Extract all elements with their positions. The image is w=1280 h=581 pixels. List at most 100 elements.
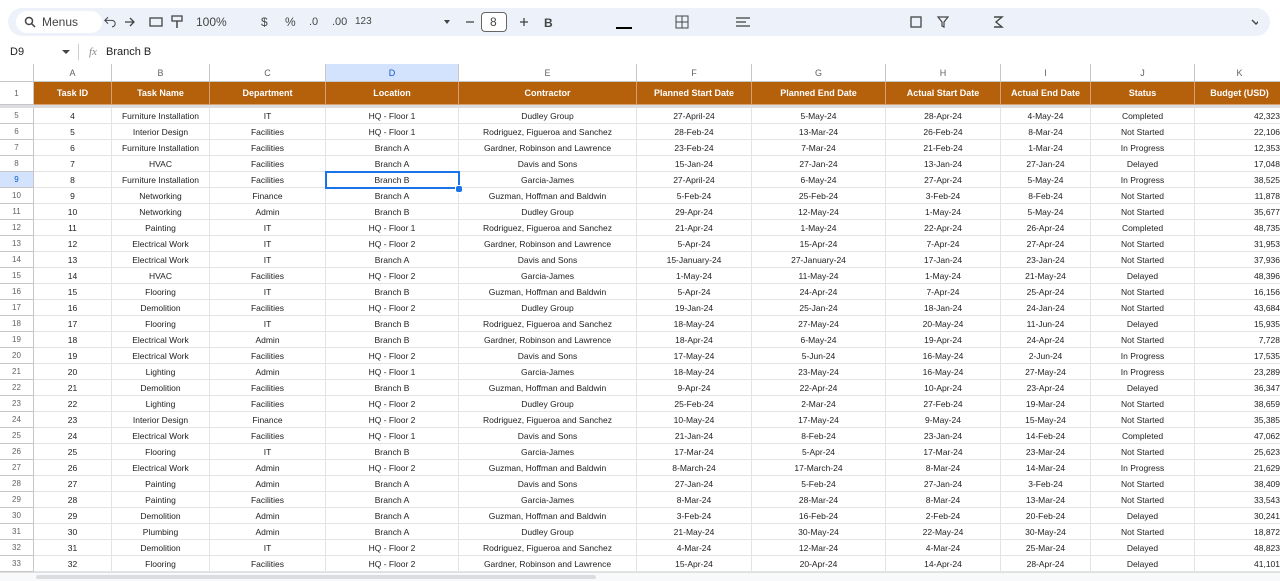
cell[interactable]: 42,323	[1195, 108, 1280, 124]
cell[interactable]: Rodriguez, Figueroa and Sanchez	[459, 220, 637, 236]
cell[interactable]: 16-May-24	[886, 364, 1001, 380]
cell[interactable]: 4-Mar-24	[886, 540, 1001, 556]
cell[interactable]: 17-March-24	[752, 460, 886, 476]
cell[interactable]: 24	[34, 428, 112, 444]
cell[interactable]: 23-May-24	[752, 364, 886, 380]
cell[interactable]: Garcia-James	[459, 492, 637, 508]
cell[interactable]: IT	[210, 284, 326, 300]
cell[interactable]: 28-Apr-24	[886, 108, 1001, 124]
cell[interactable]: Branch B	[326, 332, 459, 348]
percent-button[interactable]: %	[285, 15, 296, 29]
cell[interactable]: Facilities	[210, 428, 326, 444]
cell[interactable]: Garcia-James	[459, 172, 637, 188]
cell[interactable]: HQ - Floor 2	[326, 460, 459, 476]
cell[interactable]: Rodriguez, Figueroa and Sanchez	[459, 412, 637, 428]
cell[interactable]: 15-Jan-24	[637, 156, 752, 172]
cell-reference[interactable]: D9	[10, 46, 25, 58]
cell[interactable]: IT	[210, 236, 326, 252]
cell[interactable]: 7,728	[1195, 332, 1280, 348]
cell[interactable]: 30	[34, 524, 112, 540]
cell[interactable]: 15-Apr-24	[752, 236, 886, 252]
cell[interactable]: Branch B	[326, 316, 459, 332]
cell[interactable]: 17	[34, 316, 112, 332]
cell[interactable]: 6-May-24	[752, 172, 886, 188]
cell[interactable]: Branch A	[326, 252, 459, 268]
increase-decimal-button[interactable]: .00	[332, 16, 348, 28]
cell[interactable]: In Progress	[1091, 460, 1195, 476]
row-number[interactable]: 13	[0, 236, 34, 252]
cell[interactable]: 26-Feb-24	[886, 124, 1001, 140]
cell[interactable]: IT	[210, 220, 326, 236]
cell[interactable]: 20-Apr-24	[752, 556, 886, 572]
cell[interactable]: Delayed	[1091, 556, 1195, 572]
cell[interactable]: Not Started	[1091, 492, 1195, 508]
cell[interactable]: Not Started	[1091, 396, 1195, 412]
cell[interactable]: 26-Apr-24	[1001, 220, 1091, 236]
cell[interactable]: 23-Jan-24	[886, 428, 1001, 444]
cell[interactable]: Dudley Group	[459, 396, 637, 412]
cell[interactable]: 13	[34, 252, 112, 268]
row-number[interactable]: 27	[0, 460, 34, 476]
cell[interactable]: 22,106	[1195, 124, 1280, 140]
cell[interactable]: Electrical Work	[112, 236, 210, 252]
cell[interactable]: 7	[34, 156, 112, 172]
header-cell[interactable]: Status	[1091, 82, 1195, 105]
row-number[interactable]: 6	[0, 124, 34, 140]
cell[interactable]: 5-Apr-24	[637, 284, 752, 300]
cell[interactable]: 38,659	[1195, 396, 1280, 412]
cell[interactable]: 29-Apr-24	[637, 204, 752, 220]
cell[interactable]: 13-Mar-24	[752, 124, 886, 140]
cell[interactable]: 5-Apr-24	[752, 444, 886, 460]
cell[interactable]: Networking	[112, 188, 210, 204]
cell[interactable]: 12-May-24	[752, 204, 886, 220]
cell[interactable]: 5-Feb-24	[637, 188, 752, 204]
cell[interactable]: 19-Mar-24	[1001, 396, 1091, 412]
cell[interactable]: HVAC	[112, 268, 210, 284]
cell[interactable]: 5-May-24	[752, 108, 886, 124]
cell[interactable]: 4-Mar-24	[637, 540, 752, 556]
cell[interactable]: 23,289	[1195, 364, 1280, 380]
row-number[interactable]: 14	[0, 252, 34, 268]
cell[interactable]: 28-Mar-24	[752, 492, 886, 508]
cell[interactable]: Painting	[112, 220, 210, 236]
cell[interactable]: 3-Feb-24	[637, 508, 752, 524]
cell[interactable]: 1-May-24	[886, 268, 1001, 284]
cell[interactable]: 8	[34, 172, 112, 188]
cell[interactable]: Davis and Sons	[459, 476, 637, 492]
cell[interactable]: HQ - Floor 1	[326, 108, 459, 124]
cell[interactable]: Delayed	[1091, 268, 1195, 284]
font-size-box[interactable]: 8	[481, 12, 507, 32]
cell[interactable]: 15,935	[1195, 316, 1280, 332]
cell[interactable]: Delayed	[1091, 316, 1195, 332]
cell[interactable]: 21-May-24	[637, 524, 752, 540]
cell[interactable]: Facilities	[210, 140, 326, 156]
cell[interactable]: 15-January-24	[637, 252, 752, 268]
header-cell[interactable]: Actual Start Date	[886, 82, 1001, 105]
cell[interactable]: 6-May-24	[752, 332, 886, 348]
header-cell[interactable]: Location	[326, 82, 459, 105]
cell[interactable]: Davis and Sons	[459, 156, 637, 172]
row-number[interactable]: 19	[0, 332, 34, 348]
cell[interactable]: Gardner, Robinson and Lawrence	[459, 556, 637, 572]
cell[interactable]: Finance	[210, 188, 326, 204]
cell[interactable]: Interior Design	[112, 124, 210, 140]
cell[interactable]: Completed	[1091, 220, 1195, 236]
cell[interactable]: HQ - Floor 2	[326, 412, 459, 428]
cell[interactable]: 25-Feb-24	[637, 396, 752, 412]
cell[interactable]: 2-Feb-24	[886, 508, 1001, 524]
cell[interactable]: 1-May-24	[752, 220, 886, 236]
cell[interactable]: 21-Apr-24	[637, 220, 752, 236]
cell[interactable]: 20-Feb-24	[1001, 508, 1091, 524]
cell[interactable]: HQ - Floor 2	[326, 300, 459, 316]
column-letter[interactable]: B	[112, 64, 210, 82]
cell[interactable]: 9-Apr-24	[637, 380, 752, 396]
cell[interactable]: Facilities	[210, 556, 326, 572]
cell[interactable]: Not Started	[1091, 284, 1195, 300]
row-number[interactable]: 7	[0, 140, 34, 156]
column-letter[interactable]: H	[886, 64, 1001, 82]
cell[interactable]: Delayed	[1091, 508, 1195, 524]
cell[interactable]: HQ - Floor 1	[326, 364, 459, 380]
row-number[interactable]: 28	[0, 476, 34, 492]
row-number[interactable]: 32	[0, 540, 34, 556]
cell[interactable]: 30-May-24	[752, 524, 886, 540]
